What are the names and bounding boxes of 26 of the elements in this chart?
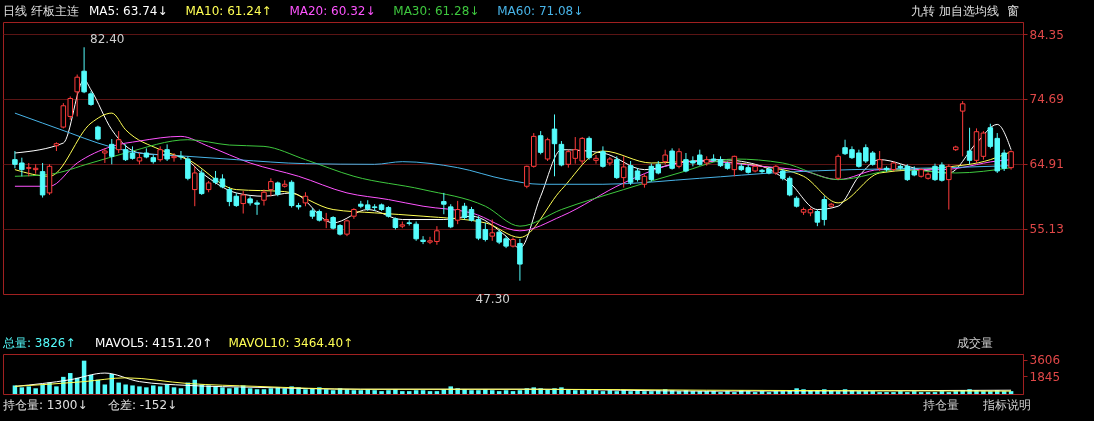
- text: 成交量: [957, 336, 993, 350]
- text: MA60: 71.08↓: [497, 4, 584, 18]
- text: 持仓量: [923, 398, 959, 412]
- text: MA30: 61.28↓: [393, 4, 480, 18]
- text: 窗: [1007, 4, 1019, 18]
- text: 均线: [974, 4, 999, 18]
- y-tick-label: 55.13: [1029, 222, 1064, 237]
- text: 九转: [911, 4, 935, 18]
- text: 加自选: [939, 4, 975, 18]
- y-tick-label: 84.35: [1029, 27, 1064, 42]
- y-tick-label: 3606: [1029, 353, 1061, 368]
- annotation: 47.30: [475, 291, 510, 306]
- y-tick-label: 64.91: [1029, 157, 1064, 172]
- annotation: 82.40: [90, 32, 125, 47]
- text: MA5: 63.74↓: [89, 4, 168, 18]
- text: MA20: 60.32↓: [289, 4, 376, 18]
- text: MAVOL10: 3464.40↑: [228, 336, 354, 350]
- text: 持仓量: 1300↓: [3, 398, 88, 412]
- y-tick-label: 1845: [1029, 369, 1061, 384]
- y-tick-label: 74.69: [1029, 92, 1064, 107]
- text: 日线 纤板主连: [3, 4, 79, 18]
- series-label: 总量: 3826↑: [2, 336, 76, 350]
- text: 指标说明: [982, 398, 1031, 412]
- text: 仓差: -152↓: [108, 398, 178, 412]
- text: MA10: 61.24↑: [185, 4, 272, 18]
- series-label: MAVOL5: 4151.20↑: [94, 336, 212, 350]
